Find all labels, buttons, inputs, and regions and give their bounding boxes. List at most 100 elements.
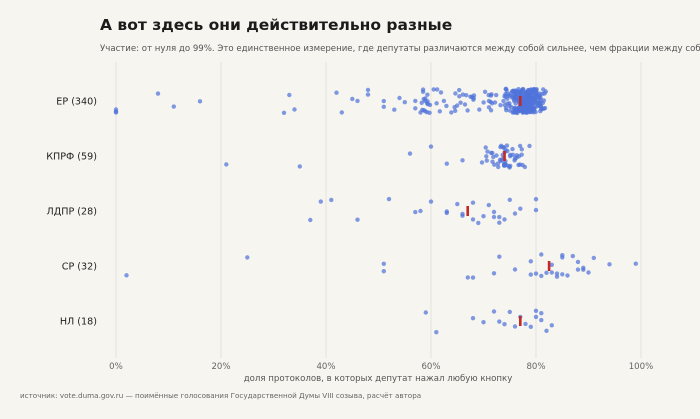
data-point	[420, 89, 426, 95]
data-point	[560, 272, 565, 277]
data-point	[528, 272, 533, 277]
data-point	[486, 105, 492, 110]
data-point	[386, 196, 392, 202]
data-point	[470, 316, 476, 321]
data-point	[486, 202, 491, 208]
data-point	[536, 101, 542, 106]
data-point	[512, 211, 518, 216]
data-point	[507, 103, 512, 109]
data-point	[458, 100, 463, 105]
data-point	[428, 199, 434, 204]
data-point	[453, 91, 458, 96]
data-point	[549, 270, 554, 275]
data-point	[502, 217, 507, 222]
data-point	[355, 217, 360, 222]
data-point	[392, 107, 397, 112]
data-point	[470, 275, 476, 280]
data-point	[469, 94, 475, 100]
data-point	[470, 217, 476, 222]
data-point	[381, 98, 386, 104]
data-point	[533, 207, 539, 213]
category-label: КПРФ (59)	[46, 152, 97, 163]
data-point	[495, 161, 501, 166]
data-point	[523, 321, 528, 327]
category-label: ЛДПР (28)	[47, 207, 97, 218]
data-point	[549, 262, 554, 267]
median-markers	[466, 96, 551, 326]
data-point	[528, 324, 533, 329]
data-point	[521, 106, 526, 111]
data-point	[504, 143, 510, 148]
data-point	[476, 220, 481, 226]
data-point	[465, 108, 470, 113]
data-point	[482, 89, 488, 95]
x-tick-label: 20%	[211, 362, 230, 372]
data-point	[531, 87, 537, 93]
data-point	[591, 255, 596, 261]
data-point	[339, 110, 344, 115]
data-point	[381, 269, 386, 274]
data-point	[460, 211, 465, 217]
data-point	[517, 143, 523, 149]
data-point	[292, 107, 297, 112]
data-point	[497, 254, 502, 259]
data-point	[308, 217, 313, 223]
data-point	[633, 261, 638, 266]
source-note: источник: vote.duma.gov.ru — поимённые г…	[20, 391, 422, 400]
data-point	[381, 104, 386, 110]
data-point	[539, 311, 544, 316]
data-point	[420, 107, 425, 113]
x-axis-ticks: 0% 20% 40% 60% 80% 100%	[109, 362, 653, 372]
data-point	[477, 107, 482, 112]
data-point	[491, 214, 497, 220]
category-labels: ЕР (340) КПРФ (59) ЛДПР (28) СР (32) НЛ (18)	[46, 97, 97, 328]
category-label: НЛ (18)	[60, 317, 97, 328]
data-point	[245, 255, 250, 260]
data-point	[197, 99, 203, 104]
data-point	[124, 273, 129, 278]
data-point	[498, 103, 503, 108]
data-point	[481, 100, 486, 105]
data-point	[505, 91, 510, 96]
x-tick-label: 40%	[316, 362, 335, 372]
data-point	[441, 98, 447, 104]
grid-lines	[115, 62, 642, 358]
data-point	[434, 101, 439, 106]
data-point	[407, 151, 413, 156]
data-point	[539, 273, 544, 279]
data-point	[560, 255, 565, 260]
data-point	[519, 147, 524, 152]
data-point	[437, 109, 442, 114]
data-point	[502, 102, 507, 108]
data-point	[511, 88, 516, 94]
data-point	[516, 87, 521, 92]
data-point	[423, 96, 428, 101]
data-point	[554, 274, 560, 279]
data-point	[491, 154, 496, 160]
data-point	[381, 261, 386, 266]
data-point	[479, 160, 485, 165]
data-point	[491, 309, 497, 314]
data-point	[434, 330, 439, 335]
data-point	[506, 164, 512, 169]
data-point	[350, 96, 355, 102]
data-point	[496, 164, 501, 170]
data-point	[425, 92, 430, 97]
data-point	[575, 267, 581, 272]
data-point	[431, 87, 436, 92]
data-point	[465, 275, 470, 280]
data-point	[524, 110, 529, 115]
data-point	[481, 320, 486, 325]
data-point	[449, 110, 454, 115]
data-point	[512, 324, 518, 329]
data-point	[514, 153, 519, 158]
data-point	[224, 162, 229, 167]
data-point	[155, 91, 161, 96]
data-point	[513, 101, 518, 106]
median-marker	[547, 261, 551, 271]
data-point	[462, 102, 468, 107]
median-marker	[503, 151, 506, 161]
data-point	[460, 92, 466, 97]
data-point	[491, 271, 497, 276]
data-point	[539, 317, 544, 323]
